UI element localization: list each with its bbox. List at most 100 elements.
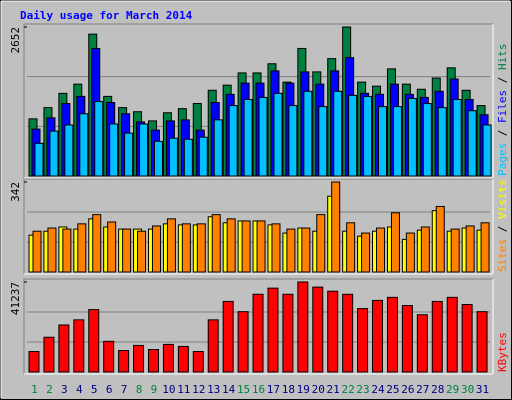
- bar: [331, 181, 341, 273]
- x-tick-label: 9: [151, 383, 158, 396]
- legend-entry: Visits: [496, 179, 509, 219]
- bar: [297, 281, 309, 373]
- bar: [467, 110, 477, 177]
- bar: [153, 140, 163, 177]
- legend-separator: /: [496, 70, 509, 90]
- bar: [301, 227, 311, 273]
- x-tick-label: 27: [416, 383, 429, 396]
- bar: [273, 92, 283, 177]
- bar: [168, 137, 178, 177]
- bar: [137, 230, 147, 273]
- bar: [226, 218, 236, 273]
- bar: [476, 311, 488, 373]
- bar: [378, 106, 388, 177]
- x-tick-label: 31: [476, 383, 489, 396]
- legend-separator: /: [496, 123, 509, 143]
- bar: [267, 287, 279, 373]
- chart-title: Daily usage for March 2014: [20, 9, 193, 22]
- bar: [34, 142, 44, 177]
- x-tick-label: 17: [267, 383, 280, 396]
- bar: [237, 311, 249, 373]
- legend-entry: Hits: [496, 44, 509, 71]
- x-tick-label: 1: [31, 383, 38, 396]
- bar: [303, 90, 313, 177]
- x-tick-label: 7: [121, 383, 128, 396]
- bar: [107, 221, 117, 273]
- bar: [271, 223, 281, 273]
- bar: [437, 107, 447, 177]
- bar: [256, 220, 266, 273]
- bar: [405, 232, 415, 273]
- x-tick-label: 26: [401, 383, 414, 396]
- bar: [62, 228, 72, 273]
- x-tick-label: 22: [341, 383, 354, 396]
- bar: [49, 130, 59, 177]
- bar: [416, 314, 428, 373]
- legend-entry: Sites: [496, 239, 509, 272]
- legend-separator: /: [496, 219, 509, 239]
- bar: [43, 336, 55, 373]
- x-tick-label: 15: [237, 383, 250, 396]
- bar: [109, 123, 119, 177]
- x-tick-label: 8: [136, 383, 143, 396]
- bar: [422, 103, 432, 177]
- bar: [183, 138, 193, 177]
- bar: [312, 286, 324, 373]
- x-tick-label: 6: [106, 383, 113, 396]
- y-tick-label: 2652: [9, 27, 22, 54]
- bar: [241, 220, 251, 273]
- bar: [372, 299, 384, 373]
- legend-entry: Pages: [496, 143, 509, 176]
- bar: [47, 227, 57, 273]
- bar: [386, 296, 398, 373]
- bar: [211, 214, 221, 273]
- x-tick-label: 23: [356, 383, 369, 396]
- legend-entry: KBytes: [496, 332, 509, 372]
- bar: [73, 319, 85, 373]
- bar: [282, 293, 294, 373]
- bar: [222, 300, 234, 373]
- bar: [198, 136, 208, 177]
- bar: [122, 228, 132, 273]
- bar: [64, 124, 74, 177]
- bar: [243, 98, 253, 177]
- bar: [139, 123, 149, 177]
- bar: [357, 308, 369, 373]
- bar: [88, 309, 100, 373]
- bar: [392, 106, 402, 177]
- bar: [207, 319, 219, 373]
- x-tick-label: 18: [282, 383, 295, 396]
- bar: [346, 222, 356, 273]
- legend-entry: Files: [496, 90, 509, 123]
- bar: [482, 124, 492, 177]
- x-tick-label: 16: [252, 383, 265, 396]
- bar: [316, 214, 326, 273]
- bar: [435, 205, 445, 273]
- x-tick-label: 12: [192, 383, 205, 396]
- bar: [450, 228, 460, 273]
- bar: [124, 132, 134, 177]
- bar: [181, 223, 191, 273]
- bar: [348, 94, 358, 177]
- x-tick-label: 25: [386, 383, 399, 396]
- bar: [363, 95, 373, 177]
- bar: [327, 290, 339, 373]
- bar: [151, 225, 161, 273]
- x-tick-label: 14: [222, 383, 236, 396]
- y-tick-label: 41237: [9, 282, 22, 315]
- bar: [333, 90, 343, 177]
- x-tick-label: 3: [61, 383, 68, 396]
- bar: [431, 300, 443, 373]
- x-tick-label: 24: [371, 383, 385, 396]
- bar: [162, 343, 174, 373]
- bar: [258, 96, 268, 177]
- bar: [286, 228, 296, 273]
- legend: KBytes: [496, 332, 509, 372]
- bar: [79, 113, 89, 177]
- x-tick-label: 11: [177, 383, 190, 396]
- x-tick-label: 20: [312, 383, 325, 396]
- bar: [342, 293, 354, 373]
- x-tick-label: 30: [461, 383, 474, 396]
